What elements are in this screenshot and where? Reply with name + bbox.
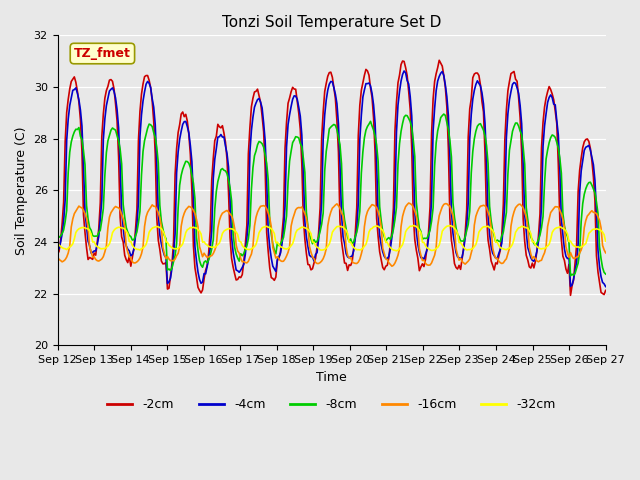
-32cm bbox=[293, 227, 301, 233]
-4cm bbox=[244, 218, 252, 224]
-8cm bbox=[217, 167, 225, 173]
-4cm bbox=[54, 247, 61, 253]
-2cm bbox=[574, 189, 582, 194]
-4cm bbox=[293, 96, 301, 102]
-32cm bbox=[392, 248, 400, 253]
-32cm bbox=[236, 239, 243, 244]
Line: -4cm: -4cm bbox=[58, 71, 605, 287]
-8cm bbox=[574, 260, 582, 266]
-16cm bbox=[121, 224, 129, 229]
-16cm bbox=[602, 250, 609, 256]
-8cm bbox=[54, 233, 61, 239]
-32cm bbox=[54, 239, 61, 245]
-32cm bbox=[121, 227, 129, 232]
-32cm bbox=[574, 244, 582, 250]
-2cm bbox=[236, 274, 243, 280]
-2cm bbox=[566, 292, 574, 298]
-4cm bbox=[573, 259, 580, 265]
Y-axis label: Soil Temperature (C): Soil Temperature (C) bbox=[15, 126, 28, 254]
-16cm bbox=[54, 254, 61, 260]
-32cm bbox=[410, 223, 417, 228]
-16cm bbox=[244, 258, 252, 264]
-8cm bbox=[602, 271, 609, 277]
-16cm bbox=[236, 250, 243, 256]
-8cm bbox=[293, 134, 301, 140]
-8cm bbox=[244, 236, 252, 241]
-32cm bbox=[217, 236, 225, 242]
-16cm bbox=[293, 205, 301, 211]
-2cm bbox=[602, 288, 609, 293]
-2cm bbox=[244, 151, 252, 157]
Line: -8cm: -8cm bbox=[58, 114, 605, 276]
-16cm bbox=[574, 253, 582, 259]
-2cm bbox=[293, 98, 301, 104]
Text: TZ_fmet: TZ_fmet bbox=[74, 47, 131, 60]
Line: -32cm: -32cm bbox=[58, 226, 605, 251]
-4cm bbox=[602, 284, 609, 289]
-8cm bbox=[236, 258, 243, 264]
-32cm bbox=[244, 247, 252, 252]
-8cm bbox=[440, 111, 447, 117]
-8cm bbox=[566, 273, 574, 279]
-16cm bbox=[388, 264, 396, 269]
-2cm bbox=[54, 252, 61, 257]
-4cm bbox=[400, 68, 408, 74]
Line: -16cm: -16cm bbox=[58, 203, 605, 266]
-4cm bbox=[217, 132, 225, 137]
X-axis label: Time: Time bbox=[316, 371, 347, 384]
-16cm bbox=[405, 200, 413, 206]
-16cm bbox=[217, 213, 225, 219]
Legend: -2cm, -4cm, -8cm, -16cm, -32cm: -2cm, -4cm, -8cm, -16cm, -32cm bbox=[102, 394, 561, 417]
-4cm bbox=[121, 239, 129, 244]
Line: -2cm: -2cm bbox=[58, 60, 605, 295]
-2cm bbox=[121, 252, 129, 258]
-4cm bbox=[236, 269, 243, 275]
-32cm bbox=[602, 239, 609, 244]
-2cm bbox=[435, 58, 443, 63]
-8cm bbox=[121, 214, 129, 220]
Title: Tonzi Soil Temperature Set D: Tonzi Soil Temperature Set D bbox=[222, 15, 441, 30]
-2cm bbox=[217, 125, 225, 131]
